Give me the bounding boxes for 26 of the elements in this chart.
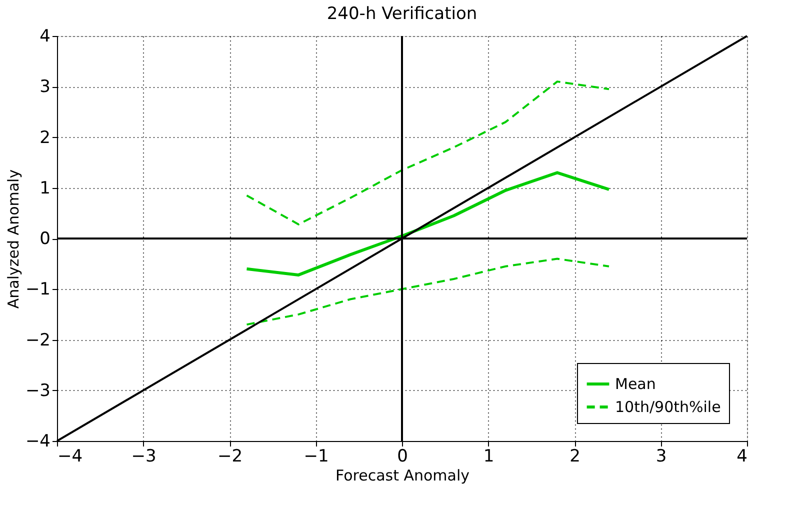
x-tick-label: −1 <box>304 446 329 466</box>
y-tick-label: −3 <box>25 380 50 401</box>
line-series <box>246 80 610 226</box>
line-series <box>245 171 610 276</box>
y-tick-label: −2 <box>25 330 50 350</box>
y-axis-title: Analyzed Anomaly <box>4 169 22 309</box>
x-axis-title: Forecast Anomaly <box>335 466 470 484</box>
x-tick-label: 0 <box>397 446 408 466</box>
y-tick-label: 4 <box>40 26 50 46</box>
y-tick-label: 3 <box>40 77 50 98</box>
chart-title: 240-h Verification <box>326 4 478 24</box>
y-tick-label: 2 <box>40 128 50 148</box>
x-tick-label: −2 <box>217 446 243 466</box>
x-tick-label: 4 <box>736 446 748 466</box>
legend-label: Mean <box>615 375 656 393</box>
x-tick-label: 2 <box>570 446 580 466</box>
x-tick-label: 3 <box>656 446 667 466</box>
x-tick-label: −4 <box>58 446 83 466</box>
x-tick-label: 1 <box>483 446 494 466</box>
y-tick-label: −4 <box>25 432 50 452</box>
y-tick-label: −1 <box>25 280 50 300</box>
x-tick-label: −3 <box>131 446 156 466</box>
y-tick-label: 0 <box>40 229 50 249</box>
line-series <box>246 258 610 326</box>
y-tick-label: 1 <box>40 178 50 198</box>
legend-label: 10th/90th%ile <box>615 398 721 416</box>
